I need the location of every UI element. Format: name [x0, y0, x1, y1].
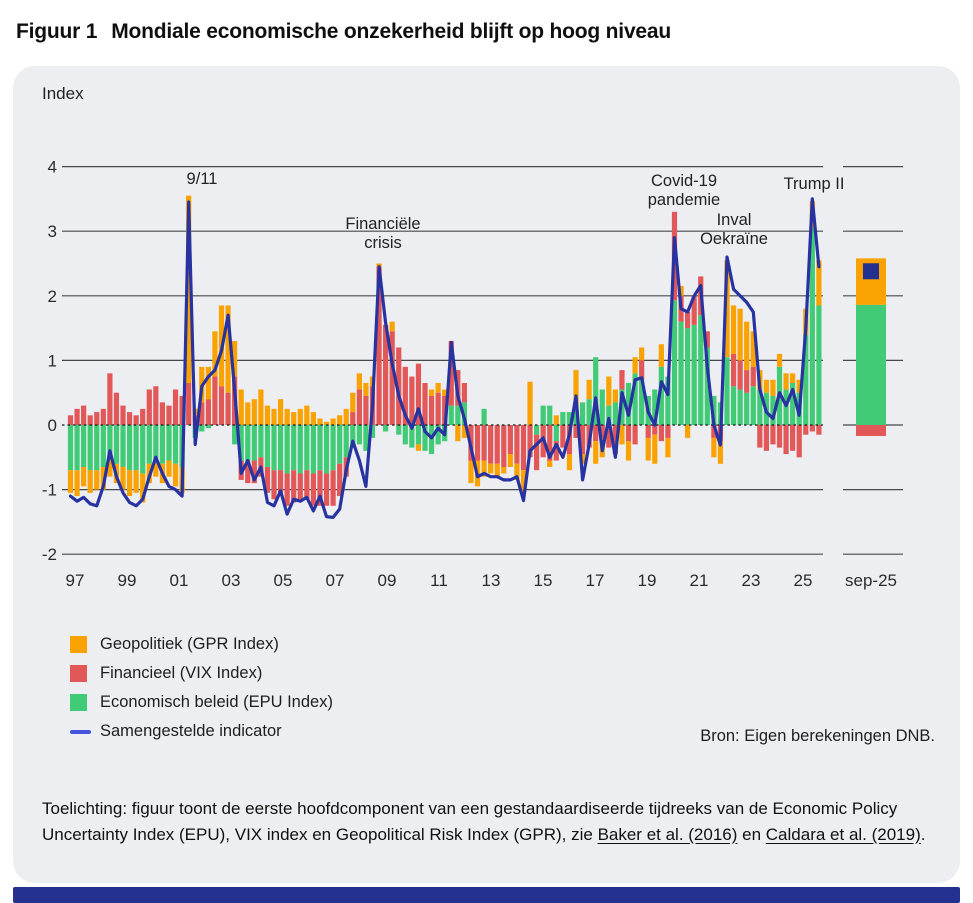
svg-text:15: 15 — [534, 571, 553, 590]
gpr-swatch-icon — [70, 636, 87, 653]
figure-title-text: Mondiale economische onzekerheid blijft … — [111, 20, 672, 44]
svg-text:19: 19 — [638, 571, 657, 590]
composite-indicator-line — [68, 197, 821, 519]
svg-text:-2: -2 — [42, 545, 57, 564]
link-baker-2016[interactable]: Baker et al. (2016) — [597, 824, 738, 844]
figure-number: Figuur 1 — [16, 20, 98, 44]
svg-text:0: 0 — [48, 416, 57, 435]
svg-text:07: 07 — [326, 571, 345, 590]
latest-month-label: sep-25 — [845, 571, 897, 590]
svg-text:09: 09 — [378, 571, 397, 590]
epu-swatch-icon — [70, 694, 87, 711]
legend-label-gpr: Geopolitiek (GPR Index) — [100, 635, 279, 653]
svg-text:3: 3 — [48, 222, 57, 241]
chart-legend: Geopolitiek (GPR Index) Financieel (VIX … — [70, 630, 333, 746]
svg-text:01: 01 — [170, 571, 189, 590]
vix-swatch-icon — [70, 665, 87, 682]
svg-text:1: 1 — [48, 351, 57, 370]
legend-label-composite: Samengestelde indicator — [100, 722, 282, 740]
annotation-9-11: 9/11 — [186, 170, 218, 188]
legend-item-epu: Economisch beleid (EPU Index) — [70, 688, 333, 717]
y-axis-labels: 4 3 2 1 0 -1 -2 — [42, 158, 57, 565]
annotation-inval-oekra-ne: Inval Oekraïne — [700, 211, 768, 248]
svg-text:23: 23 — [742, 571, 761, 590]
svg-text:4: 4 — [48, 158, 57, 177]
svg-text:05: 05 — [274, 571, 293, 590]
footnote-pre: Toelichting: figuur toont de eerste hoof… — [42, 799, 898, 844]
svg-text:21: 21 — [690, 571, 709, 590]
legend-item-vix: Financieel (VIX Index) — [70, 659, 333, 688]
y-axis-unit-label: Index — [42, 84, 84, 103]
svg-text:25: 25 — [794, 571, 813, 590]
legend-label-vix: Financieel (VIX Index) — [100, 664, 263, 682]
latest-month-bar — [856, 258, 886, 436]
figure-title: Figuur 1 Mondiale economische onzekerheid… — [16, 20, 671, 44]
footnote-post: . — [920, 824, 926, 844]
annotation-financi-le-crisis: Financiële crisis — [345, 215, 421, 252]
legend-label-epu: Economisch beleid (EPU Index) — [100, 693, 333, 711]
legend-item-composite: Samengestelde indicator — [70, 717, 333, 746]
footnote-text: Toelichting: figuur toont de eerste hoof… — [42, 796, 934, 847]
svg-text:17: 17 — [586, 571, 605, 590]
annotation-covid-19-pandemie: Covid-19 pandemie — [647, 172, 721, 209]
svg-text:99: 99 — [118, 571, 137, 590]
link-caldara-2019[interactable]: Caldara et al. (2019) — [765, 824, 921, 844]
annotation-trump-ii: Trump II — [783, 175, 845, 193]
source-note: Bron: Eigen berekeningen DNB. — [700, 727, 935, 745]
x-axis-labels: 97 99 01 03 05 07 09 11 13 15 17 19 21 23 25 sep-25 — [66, 571, 897, 590]
svg-text:11: 11 — [430, 571, 448, 590]
svg-text:-1: -1 — [42, 481, 57, 500]
footnote-mid: en — [737, 824, 766, 844]
composite-line-swatch-icon — [70, 729, 91, 734]
svg-text:97: 97 — [66, 571, 85, 590]
figure-footer-bar — [13, 887, 960, 903]
latest-month-marker — [863, 263, 879, 280]
svg-text:03: 03 — [222, 571, 241, 590]
svg-text:13: 13 — [482, 571, 501, 590]
svg-text:2: 2 — [48, 287, 57, 306]
legend-item-gpr: Geopolitiek (GPR Index) — [70, 630, 333, 659]
